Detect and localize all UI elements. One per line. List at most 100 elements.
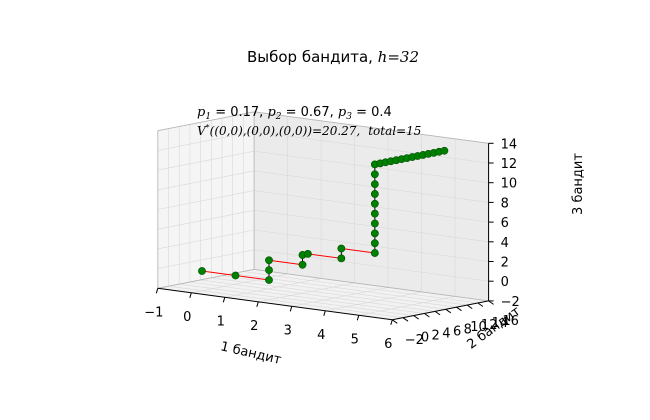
z-tick-label: 14: [501, 137, 518, 152]
y-tick-label: 10: [470, 320, 487, 335]
y-tick-label: 14: [492, 316, 509, 331]
p1-subscript: 1: [205, 112, 211, 122]
y-tick-label: 12: [481, 318, 498, 333]
y-tick-mark: [392, 319, 398, 324]
z-tick-label: 0: [501, 275, 509, 290]
value-function-text: ((0,0),(0,0),(0,0))=20.27,: [210, 124, 361, 138]
z-tick-label: 4: [501, 236, 509, 251]
z-tick-label: 10: [501, 177, 518, 192]
p1-value: = 0.17,: [211, 105, 267, 120]
grid-line-z: [157, 131, 255, 151]
x-tick-label: 6: [384, 337, 392, 352]
x-tick-label: 1: [217, 314, 225, 329]
grid-line-y: [179, 283, 414, 316]
grid-line-z: [254, 190, 489, 223]
grid-line-z: [157, 229, 255, 250]
state-point: [370, 199, 379, 208]
x-tick-mark: [256, 301, 259, 307]
grid-line-z: [254, 249, 489, 282]
state-point: [298, 260, 307, 269]
annotation-line-2: V*((0,0),(0,0),(0,0))=20.27, total=15: [197, 123, 421, 138]
z-tick-label: 2: [501, 256, 509, 271]
grid-line-z: [157, 249, 255, 269]
x-tick-mark: [390, 319, 393, 325]
y-tick-label: 6: [453, 324, 461, 339]
grid-line-z: [157, 150, 255, 171]
state-point: [198, 267, 206, 275]
state-point: [440, 146, 449, 155]
y-tick-mark: [424, 313, 430, 318]
grid-line-x: [258, 282, 355, 303]
p1-label: p: [197, 105, 206, 120]
grid-line-y: [200, 279, 436, 312]
x-tick-label: 4: [317, 328, 325, 343]
x-tick-mark: [155, 288, 159, 294]
grid-line-z: [157, 210, 255, 230]
x-tick-mark: [189, 292, 192, 298]
p2-value: = 0.67,: [282, 105, 338, 120]
y-axis-line: [392, 300, 489, 321]
grid-line-y: [189, 281, 425, 314]
x-tick-mark: [356, 315, 360, 321]
plot-area: [198, 146, 449, 284]
state-point: [370, 190, 379, 198]
y-tick-mark: [477, 302, 484, 307]
y-tick-mark: [466, 304, 473, 310]
y-tick-mark: [434, 310, 441, 316]
y-tick-mark: [488, 300, 494, 305]
failure-step-line: [201, 270, 236, 276]
grid-line-z: [254, 170, 489, 203]
axis-panes: [157, 111, 489, 320]
grid-line-x: [291, 287, 389, 307]
y-tick-mark: [402, 317, 409, 322]
state-point: [370, 209, 379, 218]
x-tick-mark: [323, 310, 326, 316]
chart-title-math: h: [378, 48, 388, 66]
y-tick-label: 2: [432, 329, 440, 344]
p2-subscript: 2: [275, 112, 282, 122]
y-tick-mark: [445, 308, 452, 314]
x-tick-mark: [289, 306, 293, 312]
grid-line-x: [325, 291, 422, 312]
y-tick-mark: [413, 315, 419, 320]
chart-title-suffix: =32: [387, 48, 419, 66]
grid-line-y: [243, 271, 478, 304]
value-function-sup: *: [206, 123, 210, 132]
grid-line-z: [254, 229, 489, 262]
failure-step-line: [307, 253, 342, 259]
state-point: [303, 249, 312, 258]
state-point: [370, 170, 379, 179]
state-point: [370, 229, 379, 238]
grid-line-z: [254, 210, 489, 243]
z-tick-label: 12: [501, 157, 518, 172]
state-point: [265, 276, 273, 284]
failure-step-line: [268, 259, 303, 266]
p3-label: p: [338, 105, 347, 120]
failure-step-line: [341, 248, 375, 254]
grid-line-z: [157, 170, 255, 191]
pane-edge: [157, 111, 255, 132]
x-tick-label: 5: [351, 332, 359, 347]
x-tick-mark: [222, 297, 226, 303]
state-point: [337, 254, 346, 263]
grid-line-x: [224, 278, 322, 298]
x-tick-label: −1: [144, 305, 163, 320]
y-tick-label: 4: [442, 327, 450, 342]
state-point: [370, 180, 379, 188]
pane-edge: [254, 111, 489, 144]
state-point: [265, 256, 273, 265]
x-tick-label: 3: [284, 323, 292, 338]
state-point: [265, 266, 273, 275]
value-function-label: V: [197, 124, 207, 138]
z-axis-label: 3 бандит: [571, 153, 586, 215]
failure-step-line: [235, 275, 270, 281]
x-axis-line: [157, 287, 393, 321]
p2-label: p: [267, 105, 276, 120]
grid-line-y: [221, 275, 457, 308]
state-point: [370, 219, 379, 228]
state-point: [370, 249, 379, 257]
x-axis-label: 1 бандит: [219, 339, 283, 368]
z-tick-label: 6: [501, 216, 509, 231]
y-tick-label: 0: [421, 331, 429, 346]
